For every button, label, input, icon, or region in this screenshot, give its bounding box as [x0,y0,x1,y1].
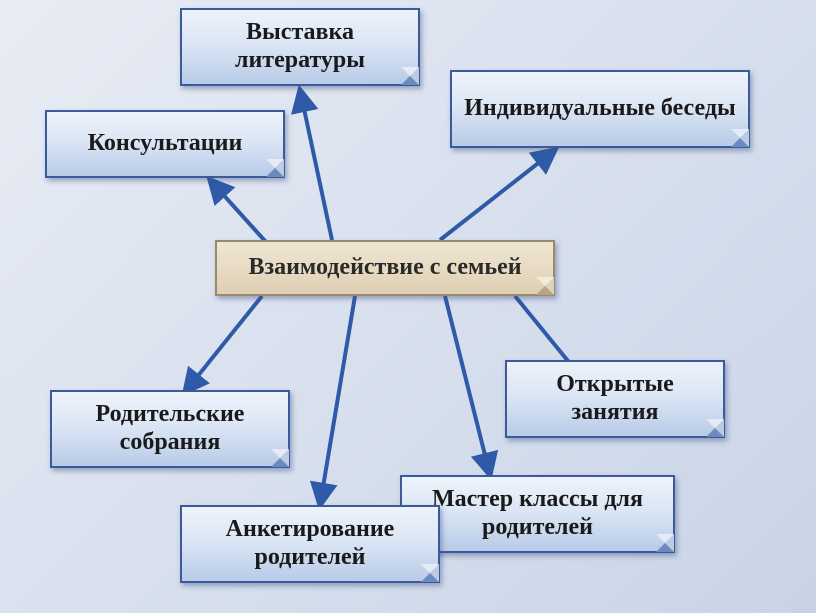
fold-corner [656,534,674,552]
node-interviews: Индивидуальные беседы [450,70,750,148]
central-node: Взаимодействие с семьей [215,240,555,296]
fold-corner [421,564,439,582]
node-open: Открытые занятия [505,360,725,438]
fold-corner [401,67,419,85]
node-parents-meet: Родительские собрания [50,390,290,468]
node-label: Родительские собрания [58,401,282,456]
central-label: Взаимодействие с семьей [248,254,521,282]
node-consult: Консультации [45,110,285,178]
node-survey: Анкетирование родителей [180,505,440,583]
fold-corner [271,449,289,467]
fold-corner [706,419,724,437]
node-literature: Выставка литературы [180,8,420,86]
fold-corner [536,277,554,295]
fold-corner [731,129,749,147]
node-label: Индивидуальные беседы [464,95,735,123]
node-label: Анкетирование родителей [188,516,432,571]
node-label: Консультации [88,130,243,158]
node-label: Открытые занятия [513,371,717,426]
diagram-canvas: Взаимодействие с семьей Выставка литерат… [0,0,816,613]
fold-corner [266,159,284,177]
node-label: Выставка литературы [188,19,412,74]
node-label: Мастер классы для родителей [408,486,667,541]
node-master: Мастер классы для родителей [400,475,675,553]
